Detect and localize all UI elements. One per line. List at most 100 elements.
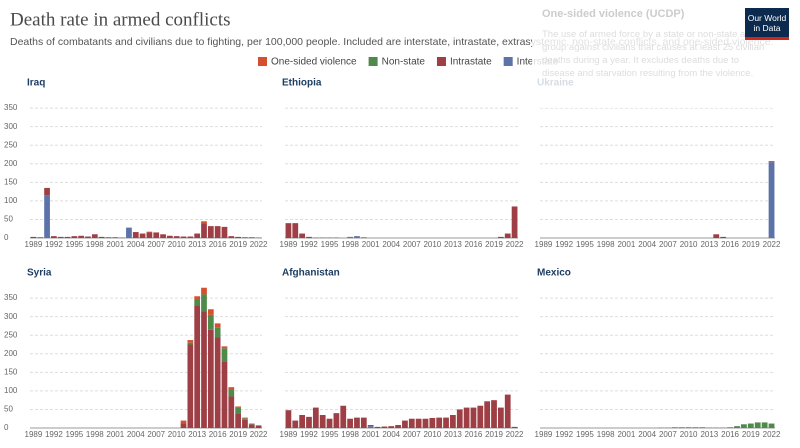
x-tick-label: 2001 xyxy=(617,430,635,439)
bar-segment xyxy=(312,407,319,428)
x-tick-label: 2004 xyxy=(382,430,400,439)
bar-segment xyxy=(71,236,78,238)
bar-segment xyxy=(504,394,511,428)
x-tick-label: 2004 xyxy=(638,240,656,249)
x-tick-label: 1998 xyxy=(597,430,615,439)
x-tick-label: 1989 xyxy=(25,240,43,249)
chart-title: Death rate in armed conflicts xyxy=(10,9,231,30)
bar-segment xyxy=(450,415,456,428)
bar-segment xyxy=(44,195,50,238)
x-tick-label: 2016 xyxy=(721,240,739,249)
bar-segment xyxy=(326,418,333,428)
bar-segment xyxy=(692,427,699,428)
bar-segment xyxy=(85,236,91,238)
bar-segment xyxy=(194,299,201,306)
bar-segment xyxy=(98,236,105,238)
bar-segment xyxy=(395,425,401,428)
bar-segment xyxy=(713,234,720,238)
y-tick-label: 100 xyxy=(4,196,18,205)
y-tick-label: 50 xyxy=(4,215,13,224)
tooltip-text: The use of armed force by a state or non… xyxy=(542,29,767,79)
x-tick-label: 1992 xyxy=(45,240,63,249)
bar-segment xyxy=(292,420,299,428)
x-tick-label: 2022 xyxy=(763,430,781,439)
bar-segment xyxy=(720,236,727,238)
x-tick-label: 2001 xyxy=(362,240,380,249)
y-tick-label: 200 xyxy=(4,159,18,168)
x-tick-label: 1995 xyxy=(576,240,594,249)
y-tick-label: 350 xyxy=(4,103,18,112)
bar-segment xyxy=(491,400,497,428)
x-tick-label: 1989 xyxy=(25,430,43,439)
bar-segment xyxy=(91,234,98,238)
x-tick-label: 1989 xyxy=(535,430,553,439)
x-tick-label: 1989 xyxy=(280,430,298,439)
x-tick-label: 2019 xyxy=(742,240,760,249)
bar-segment xyxy=(436,417,443,428)
bar-segment xyxy=(761,422,768,428)
bar-segment xyxy=(228,236,235,238)
x-tick-label: 1992 xyxy=(555,430,573,439)
x-tick-label: 2016 xyxy=(721,430,739,439)
panel-title: Iraq xyxy=(27,78,45,89)
bar-segment xyxy=(146,232,153,238)
x-tick-label: 2013 xyxy=(188,240,206,249)
x-tick-label: 1998 xyxy=(86,430,104,439)
bar-segment xyxy=(347,418,353,428)
x-tick-label: 2019 xyxy=(742,430,760,439)
bar-segment xyxy=(354,236,360,238)
legend-swatch xyxy=(436,57,446,66)
bar-segment xyxy=(207,314,214,330)
bar-segment xyxy=(221,346,228,349)
x-tick-label: 2004 xyxy=(127,240,145,249)
bar-segment xyxy=(242,417,248,419)
y-tick-label: 350 xyxy=(4,293,18,302)
x-tick-label: 2013 xyxy=(188,430,206,439)
bar-segment xyxy=(112,237,119,238)
bar-segment xyxy=(201,311,207,428)
bar-segment xyxy=(285,223,292,238)
bar-segment xyxy=(484,401,491,428)
x-tick-label: 1998 xyxy=(597,240,615,249)
logo[interactable]: Our World in Data xyxy=(745,8,789,40)
bar-segment xyxy=(768,161,775,163)
y-tick-label: 0 xyxy=(4,423,9,432)
x-tick-label: 2007 xyxy=(659,240,677,249)
bar-segment xyxy=(201,221,207,224)
logo-line: Our World xyxy=(747,13,787,23)
bar-segment xyxy=(214,323,221,328)
bar-segment xyxy=(180,420,187,424)
legend-label: One-sided violence xyxy=(271,57,357,68)
x-tick-label: 2007 xyxy=(147,430,165,439)
bar-segment xyxy=(470,407,477,428)
x-tick-label: 2016 xyxy=(209,430,227,439)
bar-segment xyxy=(299,415,306,428)
panel-title: Ethiopia xyxy=(282,78,322,89)
bar-segment xyxy=(194,296,201,300)
x-tick-label: 2022 xyxy=(506,430,524,439)
bar-segment xyxy=(415,418,422,428)
tooltip: One-sided violence (UCDP) The use of arm… xyxy=(532,0,782,108)
bar-segment xyxy=(408,418,415,428)
bar-segment xyxy=(340,405,347,428)
y-tick-label: 300 xyxy=(4,312,18,321)
bar-segment xyxy=(207,309,214,315)
bar-segment xyxy=(699,427,706,428)
bar-segment xyxy=(37,237,44,238)
bar-segment xyxy=(126,227,132,238)
x-tick-label: 2010 xyxy=(168,430,186,439)
bar-segment xyxy=(228,387,235,390)
bar-segment xyxy=(402,420,408,428)
bar-segment xyxy=(422,418,429,428)
x-tick-label: 1995 xyxy=(321,240,339,249)
x-tick-label: 2022 xyxy=(763,240,781,249)
bar-segment xyxy=(187,342,194,345)
x-tick-label: 2019 xyxy=(485,240,503,249)
bar-segment xyxy=(214,337,221,428)
x-tick-label: 2013 xyxy=(700,430,718,439)
x-tick-label: 2010 xyxy=(423,430,441,439)
x-tick-label: 1989 xyxy=(280,240,298,249)
x-tick-label: 2022 xyxy=(250,430,268,439)
